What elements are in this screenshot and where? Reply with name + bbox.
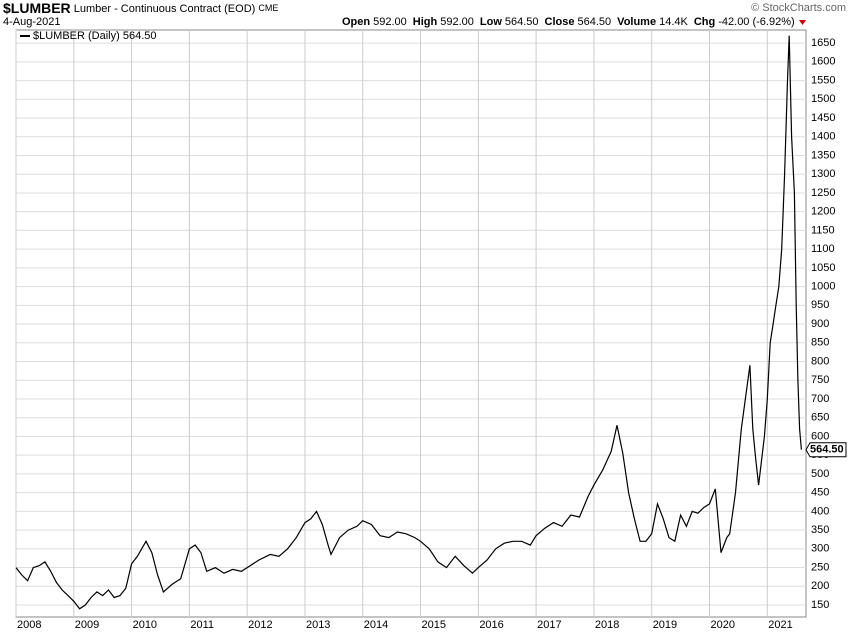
plot-frame	[15, 29, 807, 618]
y-tick-label: 1000	[811, 281, 835, 293]
quote-label: Low	[480, 16, 502, 28]
y-tick-label: 1250	[811, 187, 835, 199]
quote-label: Volume	[617, 16, 656, 28]
price-tag-label: 564.50	[810, 444, 844, 456]
y-tick-label: 1100	[811, 243, 835, 255]
y-tick-label: 400	[811, 505, 829, 517]
quote-label: Open	[342, 16, 370, 28]
x-tick-label: 2020	[710, 619, 734, 631]
exchange: CME	[258, 3, 278, 13]
y-tick-label: 1400	[811, 131, 835, 143]
description: Lumber - Continuous Contract (EOD)	[74, 3, 256, 15]
quote-value: 592.00	[373, 16, 407, 28]
y-tick-label: 300	[811, 543, 829, 555]
x-tick-label: 2010	[133, 619, 157, 631]
quote-value: 14.4K	[659, 16, 688, 28]
symbol: $LUMBER	[3, 0, 71, 16]
copyright: © StockCharts.com	[751, 2, 846, 14]
date: 4-Aug-2021	[3, 16, 61, 28]
line	[15, 35, 802, 610]
x-tick-label: 2008	[17, 619, 41, 631]
y-tick-label: 1600	[811, 56, 835, 68]
x-tick-label: 2014	[364, 619, 388, 631]
quote-value: 592.00	[440, 16, 474, 28]
y-tick-label: 800	[811, 355, 829, 367]
down-arrow	[799, 20, 806, 25]
x-tick-label: 2011	[190, 619, 214, 631]
x-tick-label: 2016	[479, 619, 503, 631]
y-tick-label: 1300	[811, 168, 835, 180]
x-tick-label: 2021	[768, 619, 792, 631]
y-tick-label: 650	[811, 412, 829, 424]
y-tick-label: 1050	[811, 262, 835, 274]
x-tick-label: 2012	[248, 619, 272, 631]
x-tick-label: 2009	[75, 619, 99, 631]
quote-value: -42.00 (-6.92%)	[718, 16, 794, 28]
x-tick-label: 2013	[306, 619, 330, 631]
y-tick-label: 1350	[811, 149, 835, 161]
y-tick-label: 1150	[811, 224, 835, 236]
chart-header: $LUMBER Lumber - Continuous Contract (EO…	[3, 0, 278, 16]
y-tick-label: 900	[811, 318, 829, 330]
y-tick-label: 1550	[811, 74, 835, 86]
y-tick-label: 1450	[811, 112, 835, 124]
x-tick-label: 2015	[422, 619, 446, 631]
y-tick-label: 250	[811, 561, 829, 573]
quote-label: Chg	[694, 16, 715, 28]
y-tick-label: 1500	[811, 93, 835, 105]
y-tick-label: 200	[811, 580, 829, 592]
y-tick-label: 1200	[811, 206, 835, 218]
y-tick-label: 150	[811, 599, 829, 611]
y-tick-label: 500	[811, 468, 829, 480]
quote-label: High	[413, 16, 438, 28]
quote-value: 564.50	[505, 16, 539, 28]
y-tick-label: 750	[811, 374, 829, 386]
y-tick-label: 350	[811, 524, 829, 536]
y-tick-label: 700	[811, 393, 829, 405]
quote: Open 592.00 High 592.00 Low 564.50 Close 564.50…	[342, 16, 795, 28]
quote-label: Close	[545, 16, 575, 28]
y-tick-label: 1650	[811, 37, 835, 49]
x-tick-label: 2019	[653, 619, 677, 631]
y-tick-label: 850	[811, 337, 829, 349]
price-tag	[805, 442, 847, 458]
x-tick-label: 2018	[595, 619, 619, 631]
y-tick-label: 950	[811, 299, 829, 311]
y-tick-label: 600	[811, 430, 829, 442]
x-tick-label: 2017	[537, 619, 561, 631]
quote-value: 564.50	[578, 16, 612, 28]
y-tick-label: 450	[811, 487, 829, 499]
legend-label: $LUMBER (Daily) 564.50	[33, 30, 157, 42]
